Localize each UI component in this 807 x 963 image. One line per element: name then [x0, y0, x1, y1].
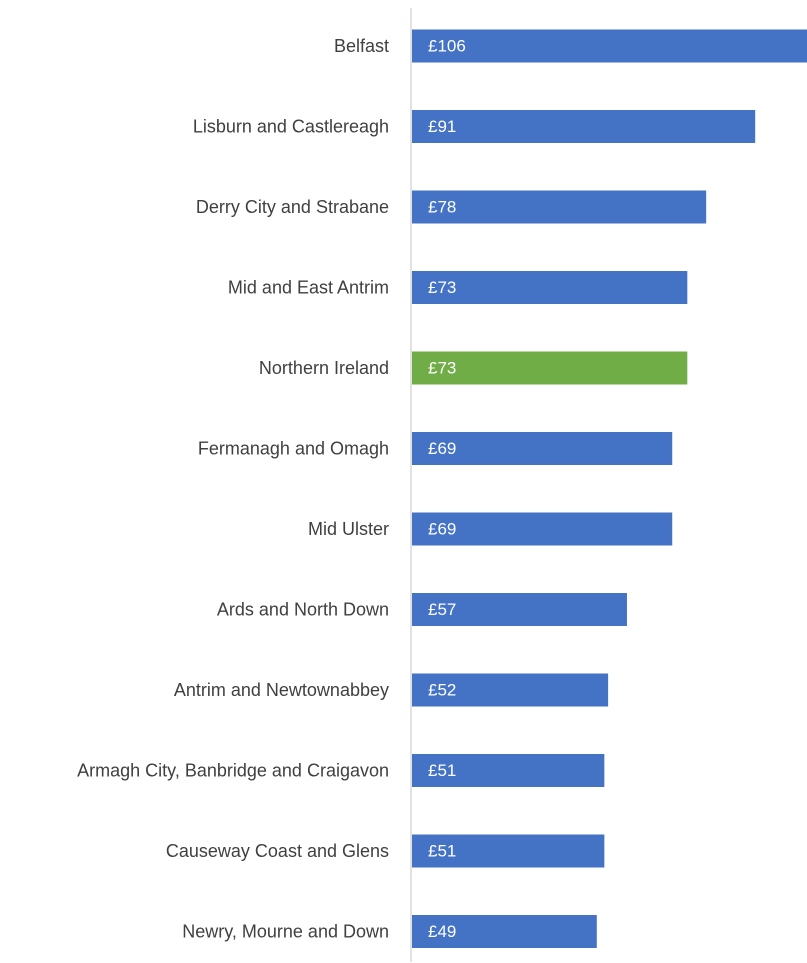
value-label: £49: [428, 922, 456, 941]
category-label: Armagh City, Banbridge and Craigavon: [77, 761, 389, 781]
bar: [412, 834, 605, 868]
value-label: £73: [428, 278, 456, 297]
category-label: Lisburn and Castlereagh: [193, 117, 389, 137]
value-label: £78: [428, 198, 456, 217]
bar: [412, 190, 707, 224]
bar: [412, 512, 673, 546]
bar: [412, 110, 756, 143]
category-label: Mid Ulster: [308, 519, 389, 539]
value-label: £91: [428, 117, 456, 136]
bar: [412, 351, 688, 385]
category-label: Derry City and Strabane: [196, 197, 389, 217]
value-label: £73: [428, 359, 456, 378]
bar: [412, 915, 597, 948]
bar: [412, 754, 605, 787]
value-label: £69: [428, 439, 456, 458]
bar: [412, 29, 807, 63]
bars-group: [412, 29, 807, 948]
value-label: £106: [428, 37, 466, 56]
bar: [412, 593, 627, 626]
category-label: Belfast: [334, 36, 389, 56]
category-label: Ards and North Down: [217, 600, 389, 620]
bar: [412, 271, 688, 304]
category-label: Fermanagh and Omagh: [198, 439, 389, 459]
value-label: £51: [428, 842, 456, 861]
category-labels-group: Belfast Lisburn and Castlereagh Derry City…: [77, 36, 389, 942]
value-labels-group: £106 £91 £78 £73 £73 £69 £69 £57 £52 £51 £51 £49: [428, 37, 466, 942]
category-label: Northern Ireland: [259, 358, 389, 378]
value-label: £51: [428, 761, 456, 780]
value-label: £69: [428, 520, 456, 539]
value-label: £57: [428, 600, 456, 619]
category-label: Causeway Coast and Glens: [166, 841, 389, 861]
bar: [412, 432, 673, 465]
category-label: Newry, Mourne and Down: [182, 922, 389, 942]
bar: [412, 673, 609, 707]
category-label: Antrim and Newtownabbey: [174, 680, 389, 700]
value-label: £52: [428, 681, 456, 700]
category-label: Mid and East Antrim: [228, 278, 389, 298]
